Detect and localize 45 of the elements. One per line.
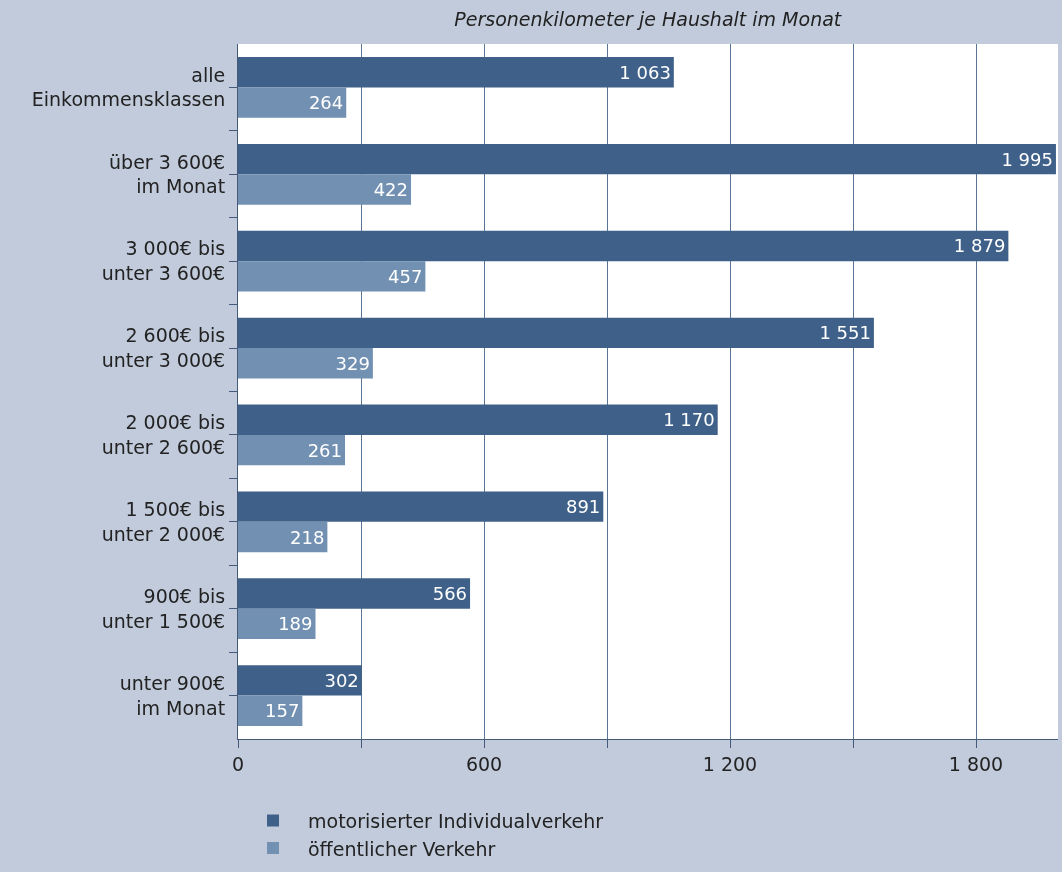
y-tick-label: 1 500€ bis unter 2 000€ [101, 498, 226, 545]
data-label: 157 [265, 700, 300, 722]
chart-title: Personenkilometer je Haushalt im Monat [454, 8, 843, 31]
data-label: 422 [373, 179, 409, 201]
bar [238, 404, 718, 435]
data-label: 302 [324, 669, 359, 691]
x-tick-label: 1 200 [702, 752, 758, 775]
bar [238, 578, 471, 609]
bar [238, 521, 328, 553]
legend-label: öffentlicher Verkehr [308, 837, 496, 860]
y-tick-label: 2 600€ bis unter 3 000€ [101, 324, 226, 372]
y-tick-label: alle Einkommensklassen [31, 63, 226, 111]
data-label: 1 995 [1001, 148, 1053, 170]
data-label: 264 [308, 92, 344, 114]
bar [238, 143, 1056, 175]
bar [238, 491, 604, 522]
y-tick-label: unter 900€ im Monat [119, 671, 226, 719]
bar [238, 348, 373, 379]
bar [238, 317, 874, 349]
x-tick-label: 1 800 [948, 752, 1004, 775]
data-label: 189 [278, 613, 313, 635]
y-tick-label: 2 000€ bis unter 2 600€ [101, 411, 226, 458]
data-label: 218 [290, 526, 325, 548]
data-label: 891 [565, 496, 601, 518]
bar [238, 57, 674, 88]
bar [238, 261, 426, 292]
bar [238, 665, 362, 696]
data-label: 1 879 [953, 235, 1006, 257]
data-label: 457 [388, 265, 423, 287]
bar [238, 434, 346, 466]
data-label: 1 063 [619, 61, 671, 83]
bar [238, 230, 1009, 262]
y-tick-label: über 3 600€ im Monat [109, 150, 226, 198]
y-tick-label: 900€ bis unter 1 500€ [101, 584, 226, 632]
y-tick-label: 3 000€ bis unter 3 600€ [101, 237, 226, 285]
data-label: 261 [307, 439, 343, 461]
bar [238, 87, 347, 118]
data-label: 566 [432, 582, 468, 604]
legend-label: motorisierter Individualverkehr [308, 809, 604, 832]
data-label: 1 170 [663, 409, 715, 431]
bar [238, 174, 412, 205]
data-label: 329 [335, 352, 370, 374]
x-tick-label: 0 [231, 752, 245, 775]
data-label: 1 551 [819, 322, 871, 344]
x-tick-label: 600 [465, 752, 503, 775]
